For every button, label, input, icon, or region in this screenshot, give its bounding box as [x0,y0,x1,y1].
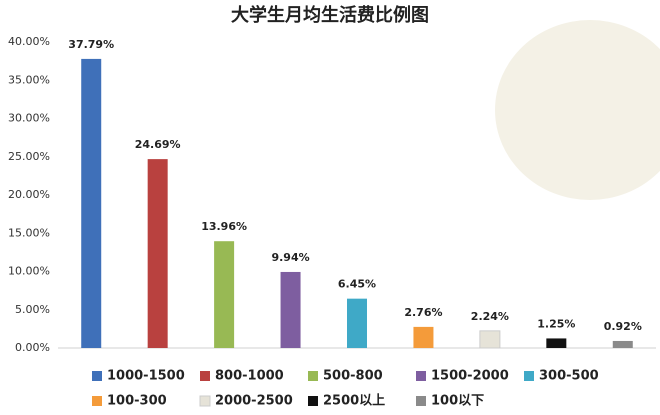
background-shape [495,20,660,200]
bar [280,271,301,348]
legend-label: 2000-2500 [215,394,293,409]
legend-swatch [416,396,426,406]
legend-label: 100-300 [107,394,167,409]
value-label: 6.45% [338,278,376,291]
value-label: 9.94% [271,251,309,264]
legend-label: 500-800 [323,369,383,384]
value-label: 1.25% [537,317,575,330]
y-tick-label: 5.00% [15,303,50,316]
value-label: 24.69% [135,138,181,151]
legend-label: 1500-2000 [431,369,509,384]
legend-swatch [308,396,318,406]
bar [413,326,434,348]
y-tick-label: 15.00% [8,226,50,239]
y-tick-label: 10.00% [8,265,50,278]
legend-swatch [416,371,426,381]
legend-label: 1000-1500 [107,369,185,384]
bar [214,241,235,348]
y-tick-label: 0.00% [15,341,50,354]
legend-label: 100以下 [431,394,484,409]
value-label: 2.24% [471,310,509,323]
bar [612,340,633,348]
bar [147,159,168,348]
legend-label: 800-1000 [215,369,284,384]
y-tick-label: 25.00% [8,150,50,163]
value-label: 37.79% [68,38,114,51]
value-label: 2.76% [404,306,442,319]
chart-title: 大学生月均生活费比例图 [231,4,429,26]
y-tick-label: 30.00% [8,112,50,125]
legend-swatch [92,396,102,406]
value-label: 13.96% [201,220,247,233]
y-tick-label: 35.00% [8,73,50,86]
y-tick-label: 20.00% [8,188,50,201]
bar [546,338,567,348]
y-tick-label: 40.00% [8,35,50,48]
bar [347,298,367,348]
value-label: 0.92% [604,320,642,333]
bar [479,330,501,349]
legend-label: 300-500 [539,369,599,384]
legend-swatch [524,371,534,381]
legend-swatch [308,371,318,381]
legend-swatch [200,371,210,381]
legend-swatch [92,371,102,381]
bar [81,58,102,349]
legend-swatch [199,395,211,407]
legend-label: 2500以上 [323,394,385,409]
